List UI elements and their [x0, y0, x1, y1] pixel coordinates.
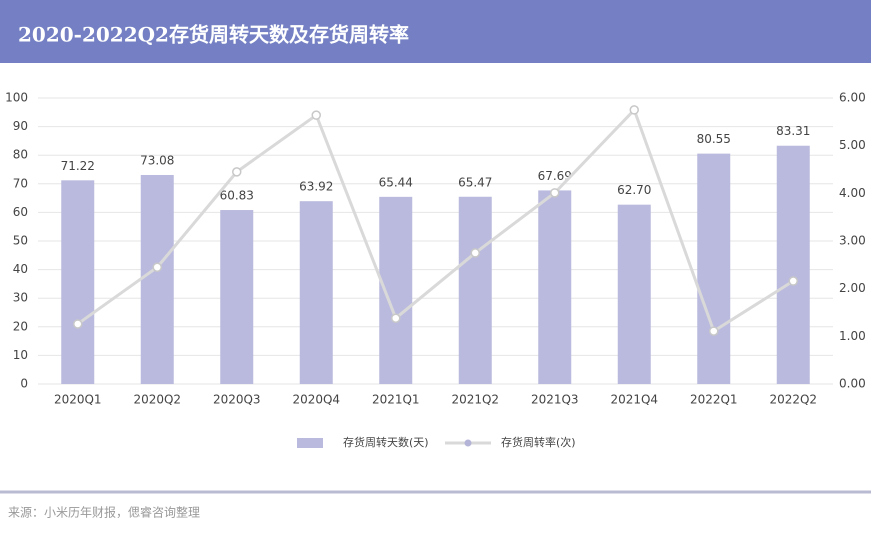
line-marker	[391, 313, 401, 323]
line-marker	[232, 167, 242, 177]
x-tick-label: 2022Q2	[769, 393, 817, 407]
legend-label: 存货周转天数(天)	[343, 435, 429, 449]
y-tick-label: 70	[13, 176, 28, 190]
x-tick-label: 2021Q4	[610, 393, 658, 407]
y-tick-label: 0	[20, 377, 28, 391]
legend-swatch	[297, 438, 323, 448]
line-marker	[788, 276, 798, 286]
y-tick-label: 50	[13, 234, 28, 248]
line-marker	[709, 326, 719, 336]
line-marker	[550, 188, 560, 198]
bar	[776, 145, 810, 384]
bar	[220, 210, 254, 384]
data-label: 71.22	[61, 159, 95, 173]
x-tick-label: 2021Q3	[531, 393, 579, 407]
line	[76, 107, 795, 334]
line-marker	[311, 110, 321, 120]
x-tick-label: 2020Q3	[213, 393, 261, 407]
bar	[61, 180, 95, 384]
y-tick-label: 80	[13, 148, 28, 162]
y-tick-label: 60	[13, 205, 28, 219]
header-band	[0, 0, 871, 63]
line-marker	[152, 262, 162, 272]
y2-tick-label: 5.00	[839, 138, 866, 152]
bar	[140, 174, 174, 384]
y2-tick-label: 3.00	[839, 234, 866, 248]
y2-tick-label: 6.00	[839, 91, 866, 105]
data-label: 73.08	[140, 153, 174, 167]
bar	[458, 196, 492, 384]
bar	[538, 190, 572, 384]
x-tick-label: 2020Q2	[133, 393, 181, 407]
y2-tick-label: 1.00	[839, 329, 866, 343]
x-tick-label: 2021Q1	[372, 393, 420, 407]
y2-tick-label: 0.00	[839, 377, 866, 391]
data-label: 83.31	[776, 124, 810, 138]
data-label: 67.69	[538, 169, 572, 183]
y-tick-label: 100	[5, 91, 28, 105]
x-tick-label: 2021Q2	[451, 393, 499, 407]
legend-label: 存货周转率(次)	[501, 435, 576, 449]
y2-tick-label: 4.00	[839, 186, 866, 200]
bar	[697, 153, 731, 384]
line-marker	[470, 248, 480, 258]
y-tick-label: 90	[13, 119, 28, 133]
x-tick-label: 2020Q4	[292, 393, 340, 407]
x-tick-label: 2022Q1	[690, 393, 738, 407]
data-label: 62.70	[617, 183, 651, 197]
x-tick-label: 2020Q1	[54, 393, 102, 407]
y-tick-label: 10	[13, 348, 28, 362]
data-label: 80.55	[697, 132, 731, 146]
y2-tick-label: 2.00	[839, 281, 866, 295]
data-label: 65.44	[379, 175, 413, 189]
source: 来源：小米历年财报，偲睿咨询整理	[8, 505, 200, 520]
y-tick-label: 30	[13, 291, 28, 305]
data-label: 60.83	[220, 189, 254, 203]
line-marker	[629, 105, 639, 115]
data-label: 65.47	[458, 175, 492, 189]
data-label: 63.92	[299, 180, 333, 194]
title: 2020-2022Q2存货周转天数及存货周转率	[18, 23, 409, 47]
line-marker	[73, 319, 83, 329]
y-tick-label: 20	[13, 319, 28, 333]
bar	[617, 204, 651, 384]
y-tick-label: 40	[13, 262, 28, 276]
legend-marker	[464, 439, 472, 447]
bar	[299, 201, 333, 384]
